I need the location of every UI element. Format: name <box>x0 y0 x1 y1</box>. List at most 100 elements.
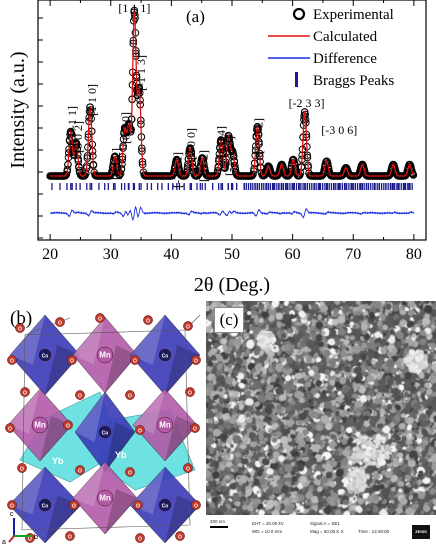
oxygen-atom <box>65 531 75 541</box>
oxygen-atom <box>185 387 195 397</box>
oxygen-atom <box>5 423 15 433</box>
peak-label: [-1 -1 1] <box>65 106 79 146</box>
experimental-point <box>409 170 417 178</box>
co-octahedron-face <box>10 315 45 365</box>
yb-atom-label: Yb <box>52 456 64 466</box>
series-bragg-peaks <box>51 183 413 190</box>
oxygen-atom <box>7 500 17 510</box>
sem-wd: WD = 10.0 mm <box>252 529 283 534</box>
sem-time: Time : 13:48:00 <box>358 529 390 534</box>
oxygen-atom <box>183 463 193 473</box>
series-calculated <box>50 9 415 177</box>
mn-atom <box>156 416 174 434</box>
mn-octahedron-face <box>73 317 105 365</box>
peak-label: [1 1 1] <box>118 1 150 15</box>
oxygen-atom <box>125 390 135 400</box>
panel-label-a: (a) <box>186 7 205 26</box>
plot-area <box>46 6 418 222</box>
xrd-chart: 20 30 40 50 60 70 80 2θ (Deg.) Intensity (a.u.) [… <box>7 0 427 296</box>
oxygen-atom <box>135 533 145 543</box>
panel-label-c: (c) <box>214 307 244 333</box>
oxygen-atom <box>133 500 143 510</box>
experimental-point <box>345 170 353 179</box>
legend-label: Difference <box>313 51 377 67</box>
axis-a-label: a <box>2 539 6 545</box>
mn-octahedron-shade <box>165 416 197 461</box>
zeiss-logo: ZEISS <box>412 525 430 539</box>
x-tick-label: 50 <box>224 246 240 263</box>
experimental-point <box>361 170 370 178</box>
crystal-structure-image: Mn Mn Mn Mn Co Co Co Co Co Yb Yb O O O O O O O O O O O O O O O O O O… <box>2 313 201 546</box>
oxygen-atom <box>190 423 200 433</box>
oxygen-atom-label: O <box>78 469 82 475</box>
sem-info-bar: 200 nm EHT = 20.00 kV WD = 10.0 mm Signa… <box>206 515 436 545</box>
legend-marker-braggs-peaks <box>295 72 298 87</box>
co-atom <box>98 425 112 439</box>
y-axis-label: Intensity (a.u.) <box>7 51 29 168</box>
co-atom <box>158 498 172 512</box>
peak-label: [1 1 2] <box>197 150 211 182</box>
peak-label: [-2 3 3] <box>289 96 325 110</box>
oxygen-atom-label: O <box>194 504 198 510</box>
peak-label: [-3 0 2] <box>252 118 266 154</box>
oxygen-atom-label: O <box>10 359 14 365</box>
oxygen-atom-label: O <box>193 427 197 433</box>
sem-scale-bar <box>210 526 228 528</box>
oxygen-atom <box>7 355 17 365</box>
x-tick-label: 30 <box>103 246 119 263</box>
experimental-point <box>62 170 71 179</box>
oxygen-atom-label: O <box>72 504 76 510</box>
x-tick-label: 40 <box>163 246 179 263</box>
oxygen-atom-label: O <box>70 359 74 365</box>
mn-atom <box>96 346 114 364</box>
peak-label: [-2 -2 3] <box>223 136 237 176</box>
oxygen-atom-label: O <box>138 537 142 543</box>
oxygen-atom <box>125 467 135 477</box>
oxygen-atom <box>69 500 79 510</box>
sem-signal: Signal A = SE1 <box>310 521 340 526</box>
peak-label: [2 0 0] <box>184 128 198 160</box>
oxygen-atom-label: O <box>146 319 150 325</box>
sem-micrograph <box>206 301 436 515</box>
oxygen-atom-label: O <box>188 391 192 397</box>
co-atom <box>158 348 172 362</box>
oxygen-atom-label: O <box>8 427 12 433</box>
co-atom-label: Co <box>162 504 169 510</box>
mn-octahedron-shade <box>105 489 137 534</box>
co-atom-label: Co <box>102 431 109 437</box>
oxygen-atom-label: O <box>66 424 70 430</box>
oxygen-atom-label: O <box>133 359 137 365</box>
oxygen-atom <box>55 317 65 327</box>
oxygen-atom <box>67 355 77 365</box>
oxygen-atom-label: O <box>20 467 24 473</box>
oxygen-atom-label: O <box>78 394 82 400</box>
oxygen-atom <box>135 425 145 435</box>
oxygen-atom <box>20 387 30 397</box>
sem-image-panel: (c) 200 nm EHT = 20.00 kV WD = 10.0 mm S… <box>206 301 436 545</box>
oxygen-atom <box>95 313 105 323</box>
legend-marker-experimental <box>292 7 306 21</box>
sem-eht: EHT = 20.00 kV <box>252 521 284 526</box>
mn-atom-label: Mn <box>99 494 111 503</box>
co-atom-label: Co <box>42 504 49 510</box>
co-atom <box>38 348 52 362</box>
oxygen-atom-label: O <box>128 394 132 400</box>
oxygen-atom <box>75 390 85 400</box>
co-octahedron-shade <box>165 345 200 395</box>
oxygen-atom <box>15 323 25 333</box>
peak-label: [0 1 2] <box>109 148 123 180</box>
x-tick-label: 20 <box>42 246 58 263</box>
peak-label: [0 0 2] <box>71 121 85 153</box>
oxygen-atom <box>75 465 85 475</box>
crystal-structure-panel: Mn Mn Mn Mn Co Co Co Co Co Yb Yb O O O O O O O O O O O O O O O O O O… <box>0 300 205 546</box>
peak-label: [0 2 0] <box>118 112 132 144</box>
experimental-point <box>325 169 334 178</box>
peak-label: [0 0 4] <box>214 126 228 158</box>
oxygen-atom-label: O <box>10 504 14 510</box>
yb-atom-label: Yb <box>115 450 127 460</box>
oxygen-atom-label: O <box>28 537 32 543</box>
experimental-point <box>292 169 301 178</box>
oxygen-atom <box>143 315 153 325</box>
legend-label: Braggs Peaks <box>313 73 394 89</box>
